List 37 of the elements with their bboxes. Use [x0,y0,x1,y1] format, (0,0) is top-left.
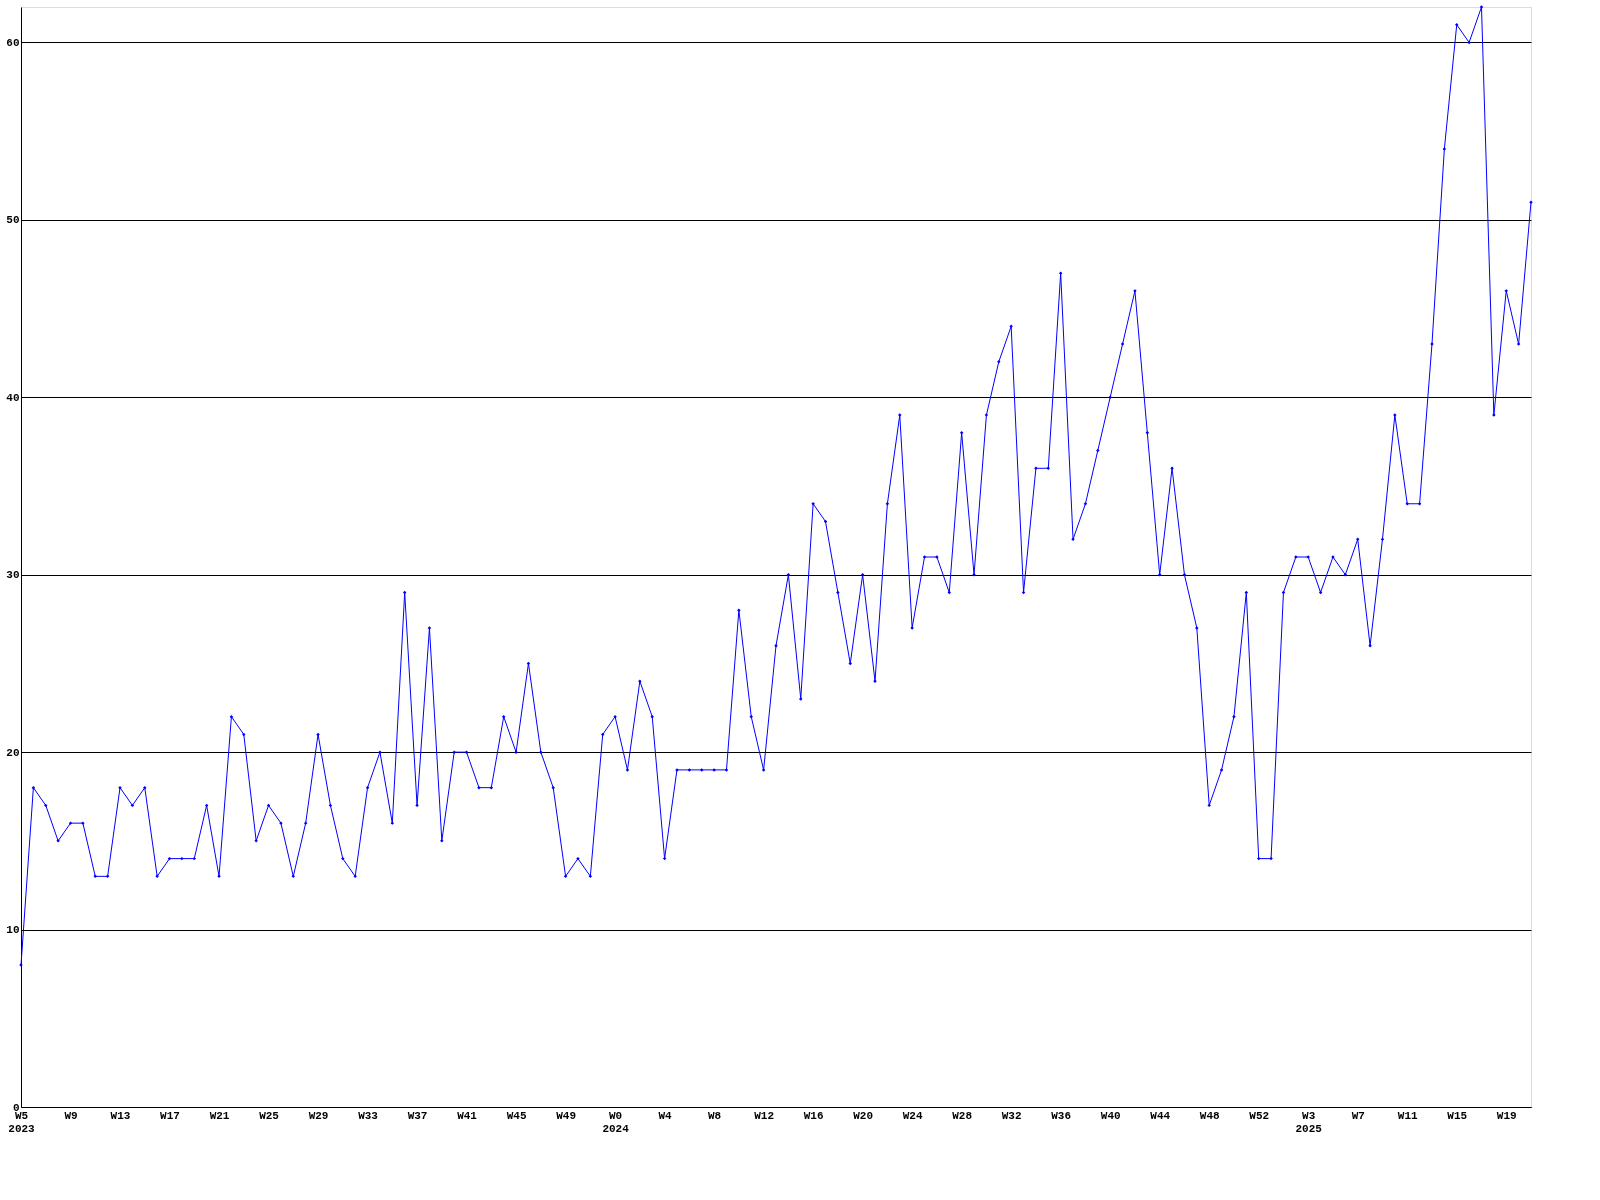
x-tick-label: W28 [952,1109,973,1122]
y-tick-label: 60 [6,36,20,49]
x-tick-label: W45 [506,1109,527,1122]
x-tick-label: W20 [853,1109,874,1122]
x-tick-label: W13 [110,1109,131,1122]
y-tick-label: 20 [6,746,20,759]
y-tick-label: 30 [6,569,20,582]
x-tick-label: W15 [1447,1109,1468,1122]
x-tick-label: W3 2025 [1295,1109,1323,1135]
x-tick-label: W48 [1199,1109,1220,1122]
x-tick-label: W40 [1100,1109,1121,1122]
x-tick-label: W32 [1001,1109,1022,1122]
y-tick-label: 10 [6,924,20,937]
x-tick-label: W19 [1496,1109,1517,1122]
x-tick-label: W4 [658,1109,673,1122]
x-tick-label: W12 [754,1109,775,1122]
x-tick-label: W5 2023 [8,1109,36,1135]
x-tick-label: W16 [803,1109,824,1122]
x-tick-label: W44 [1150,1109,1171,1122]
x-tick-label: W0 2024 [602,1109,630,1135]
x-tick-label: W33 [358,1109,379,1122]
x-tick-label: W25 [259,1109,280,1122]
x-tick-label: W8 [708,1109,722,1122]
x-tick-label: W17 [160,1109,180,1122]
x-tick-label: W24 [902,1109,923,1122]
x-tick-label: W41 [457,1109,478,1122]
y-tick-label: 50 [6,214,20,227]
y-tick-label: 40 [6,391,20,404]
x-tick-label: W36 [1051,1109,1072,1122]
x-tick-label: W52 [1249,1109,1270,1122]
x-tick-label: W37 [407,1109,428,1122]
x-tick-label: W29 [308,1109,329,1122]
x-tick-label: W49 [556,1109,576,1122]
x-tick-label: W11 [1397,1109,1419,1122]
x-tick-label: W21 [209,1109,230,1122]
x-tick-label: W9 [64,1109,78,1122]
x-tick-label: W7 [1351,1109,1365,1122]
